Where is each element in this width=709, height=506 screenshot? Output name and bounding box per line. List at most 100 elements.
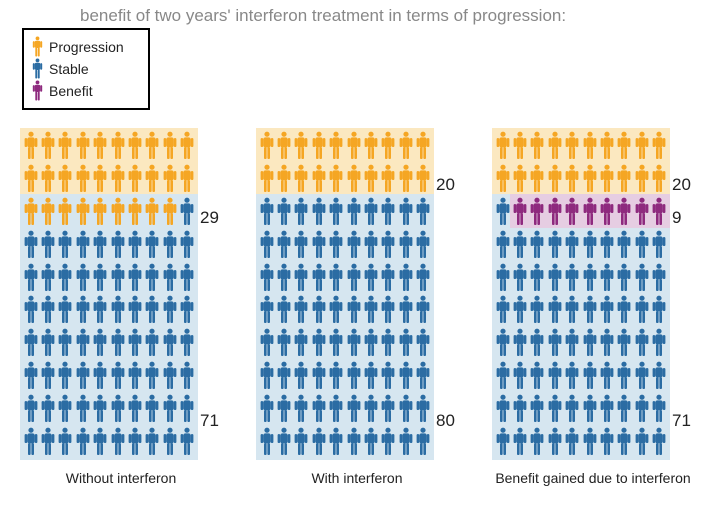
person-icon <box>617 164 632 195</box>
person-icon <box>582 229 597 260</box>
person-icon <box>145 131 160 162</box>
person-icon <box>40 229 55 260</box>
person-icon <box>127 295 142 326</box>
person-icon <box>40 393 55 424</box>
person-icon <box>416 262 431 293</box>
person-icon <box>416 164 431 195</box>
person-icon <box>495 393 510 424</box>
person-icon <box>259 262 274 293</box>
person-icon <box>582 328 597 359</box>
person-icon <box>58 295 73 326</box>
person-icon <box>652 229 667 260</box>
person-icon <box>530 262 545 293</box>
person-icon <box>40 426 55 457</box>
person-icon <box>530 131 545 162</box>
person-icon <box>363 197 378 228</box>
person-icon <box>145 426 160 457</box>
person-icon <box>530 426 545 457</box>
person-icon <box>495 229 510 260</box>
person-icon <box>259 197 274 228</box>
person-icon <box>363 131 378 162</box>
panel-caption: Benefit gained due to interferon <box>492 470 694 486</box>
person-icon <box>599 131 614 162</box>
person-icon <box>180 197 195 228</box>
person-icon <box>93 426 108 457</box>
person-icon <box>398 426 413 457</box>
person-icon <box>294 426 309 457</box>
person-icon <box>416 328 431 359</box>
person-icon <box>363 262 378 293</box>
person-icon <box>311 197 326 228</box>
person-icon <box>634 131 649 162</box>
person-icon <box>547 262 562 293</box>
person-icon <box>32 80 43 102</box>
person-icon <box>259 426 274 457</box>
person-icon <box>32 36 43 58</box>
person-icon <box>40 197 55 228</box>
person-icon <box>599 426 614 457</box>
person-icon <box>582 164 597 195</box>
person-icon <box>416 295 431 326</box>
person-icon <box>416 131 431 162</box>
count-label: 80 <box>436 411 455 431</box>
person-icon <box>617 361 632 392</box>
person-icon <box>530 393 545 424</box>
person-icon <box>311 393 326 424</box>
person-icon <box>582 361 597 392</box>
person-icon <box>381 131 396 162</box>
person-icon <box>23 262 38 293</box>
person-icon <box>381 164 396 195</box>
person-icon <box>93 328 108 359</box>
person-icon <box>398 328 413 359</box>
person-icon <box>259 131 274 162</box>
person-icon <box>58 164 73 195</box>
person-icon <box>495 164 510 195</box>
person-icon <box>634 393 649 424</box>
person-icon <box>565 295 580 326</box>
person-icon <box>617 262 632 293</box>
person-icon <box>565 197 580 228</box>
person-icon <box>547 295 562 326</box>
person-icon <box>565 361 580 392</box>
person-icon <box>58 131 73 162</box>
person-icon <box>294 229 309 260</box>
person-icon <box>127 197 142 228</box>
person-icon <box>75 229 90 260</box>
person-icon <box>75 131 90 162</box>
person-icon <box>652 197 667 228</box>
person-icon <box>381 262 396 293</box>
person-icon <box>93 164 108 195</box>
person-icon <box>40 164 55 195</box>
person-icon <box>565 229 580 260</box>
person-icon <box>398 361 413 392</box>
person-icon <box>582 197 597 228</box>
person-icon <box>162 229 177 260</box>
person-icon <box>145 229 160 260</box>
person-icon <box>58 361 73 392</box>
icon-array <box>256 128 434 460</box>
person-icon <box>110 295 125 326</box>
person-icon <box>110 164 125 195</box>
person-icon <box>276 393 291 424</box>
person-icon <box>652 131 667 162</box>
person-icon <box>93 131 108 162</box>
person-icon <box>145 262 160 293</box>
panel-benefit: 20971Benefit gained due to interferon <box>492 128 694 486</box>
person-icon <box>582 131 597 162</box>
person-icon <box>110 229 125 260</box>
person-icon <box>329 328 344 359</box>
person-icon <box>311 295 326 326</box>
person-icon <box>495 131 510 162</box>
person-icon <box>634 262 649 293</box>
person-icon <box>363 328 378 359</box>
person-icon <box>617 426 632 457</box>
person-icon <box>58 197 73 228</box>
person-icon <box>381 229 396 260</box>
count-label: 71 <box>200 411 219 431</box>
person-icon <box>634 164 649 195</box>
person-icon <box>40 131 55 162</box>
person-icon <box>617 197 632 228</box>
person-icon <box>276 164 291 195</box>
person-icon <box>180 393 195 424</box>
person-icon <box>75 393 90 424</box>
